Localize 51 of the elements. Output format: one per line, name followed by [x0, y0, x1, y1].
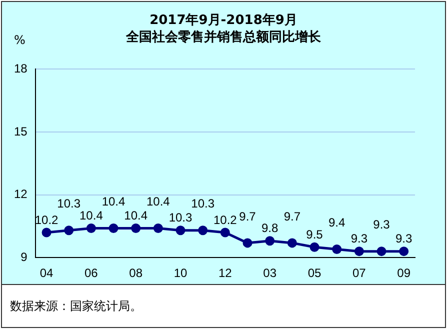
data-label: 10.2	[34, 212, 59, 227]
point	[131, 224, 141, 234]
data-label: 10.2	[213, 212, 238, 227]
y-tick-label: 12	[14, 187, 28, 202]
x-tick-label: 06	[84, 266, 98, 280]
data-label: 10.4	[124, 208, 148, 223]
point	[176, 226, 186, 236]
point	[399, 246, 409, 256]
point	[64, 226, 74, 236]
y-tick-label: 18	[14, 62, 28, 76]
y-tick-label: 9	[20, 250, 28, 264]
point	[265, 236, 275, 246]
x-tick-label: 07	[352, 266, 366, 280]
point	[332, 244, 342, 254]
data-label: 9.7	[284, 209, 301, 224]
point	[287, 238, 297, 248]
data-label: 9.3	[395, 232, 412, 246]
x-tick-label: 03	[263, 266, 277, 280]
point	[310, 242, 320, 252]
chart-subtitle: 全国社会零售并销售总额同比增长	[126, 30, 321, 45]
x-tick-label: 12	[218, 266, 232, 280]
data-label: 9.3	[350, 232, 368, 246]
x-tick-label: 09	[397, 266, 411, 280]
point	[376, 246, 386, 256]
x-tick-label: 05	[308, 266, 322, 280]
data-label: 10.4	[146, 194, 170, 209]
point	[220, 228, 230, 238]
data-label: 9.7	[239, 209, 256, 224]
data-label: 10.4	[102, 194, 126, 209]
point	[242, 238, 252, 248]
point	[198, 226, 208, 236]
point	[86, 224, 96, 234]
data-label: 10.4	[80, 208, 104, 223]
point	[354, 246, 364, 256]
point	[42, 228, 52, 238]
chart-title: 2017年9月-2018年9月	[148, 12, 298, 29]
data-label: 10.3	[191, 196, 215, 211]
x-tick-label: 08	[129, 266, 143, 280]
point	[153, 224, 163, 234]
data-label: 9.3	[373, 218, 390, 232]
data-label: 9.5	[306, 227, 324, 242]
x-tick-label: 10	[174, 266, 188, 280]
data-label: 10.3	[168, 210, 193, 225]
source-note: 数据来源：国家统计局。	[10, 298, 142, 315]
data-label: 10.3	[57, 196, 81, 211]
y-tick-label: 15	[14, 124, 28, 138]
point	[108, 224, 118, 234]
x-tick-label: 04	[40, 266, 54, 280]
data-label: 9.4	[328, 216, 346, 230]
y-axis-title: %	[14, 33, 26, 47]
data-label: 9.8	[261, 221, 279, 236]
